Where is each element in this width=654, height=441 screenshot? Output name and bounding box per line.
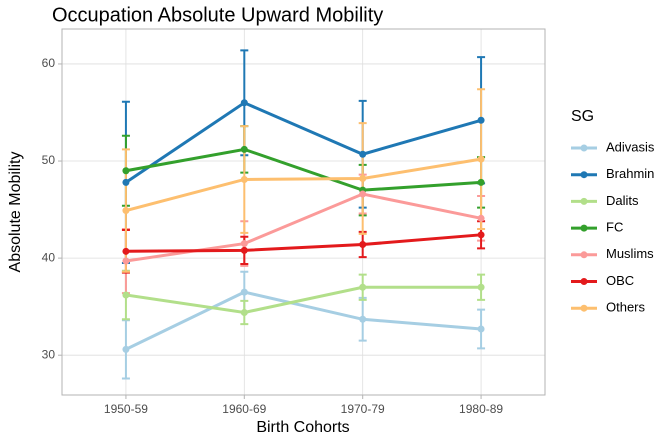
legend-point [580, 171, 588, 179]
point [359, 315, 367, 323]
plot-border [61, 28, 546, 396]
x-tick-label: 1950-59 [104, 402, 148, 416]
point [240, 175, 248, 183]
series-line [125, 233, 482, 253]
point [122, 291, 130, 299]
legend-label: Dalits [606, 193, 639, 208]
point [240, 308, 248, 316]
series-line [125, 101, 482, 184]
point [122, 345, 130, 353]
point [240, 246, 248, 254]
point [122, 207, 130, 215]
point [477, 155, 485, 163]
series-line [125, 157, 482, 212]
point [477, 178, 485, 186]
legend-label: FC [606, 220, 623, 235]
legend-point [580, 304, 588, 312]
y-tick-label: 40 [42, 250, 56, 264]
legend-point [580, 197, 588, 205]
point [359, 283, 367, 291]
y-tick-label: 60 [42, 56, 56, 70]
x-tick-label: 1970-79 [341, 402, 385, 416]
series-line [125, 290, 482, 351]
legend-label: Others [606, 300, 646, 315]
x-tick-label: 1960-69 [222, 402, 266, 416]
y-axis-title: Absolute Mobility [7, 152, 24, 273]
legend-point [580, 278, 588, 285]
point [477, 283, 485, 291]
legend-label: Muslims [606, 246, 654, 261]
legend-point [580, 251, 588, 259]
point [477, 214, 485, 222]
point [477, 116, 485, 124]
point [359, 175, 367, 183]
point [122, 257, 130, 265]
point [477, 325, 485, 333]
point [122, 247, 130, 255]
legend-point [580, 224, 588, 232]
legend-title: SG [571, 108, 594, 125]
series-line [125, 147, 482, 192]
point [240, 288, 248, 296]
point [240, 240, 248, 248]
x-axis-title: Birth Cohorts [256, 419, 349, 436]
point [359, 150, 367, 158]
point [359, 190, 367, 198]
chart-title: Occupation Absolute Upward Mobility [52, 4, 383, 26]
legend-label: Adivasis [606, 139, 654, 154]
point [359, 241, 367, 249]
y-tick-label: 50 [42, 153, 56, 167]
y-tick-label: 30 [42, 347, 56, 361]
legend-point [580, 144, 588, 152]
point [122, 178, 130, 186]
series-line [125, 285, 482, 315]
point [477, 231, 485, 239]
point [240, 99, 248, 107]
point [240, 145, 248, 153]
point [122, 167, 130, 175]
legend-label: Brahmin [606, 166, 654, 181]
legend-label: OBC [606, 273, 634, 288]
x-tick-label: 1980-89 [459, 402, 503, 416]
